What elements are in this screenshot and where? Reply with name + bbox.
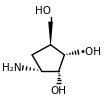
Text: H₂N: H₂N <box>2 63 22 73</box>
Text: HO: HO <box>35 6 51 16</box>
Text: OH: OH <box>51 86 67 96</box>
Polygon shape <box>48 22 53 45</box>
Text: •OH: •OH <box>79 47 101 57</box>
